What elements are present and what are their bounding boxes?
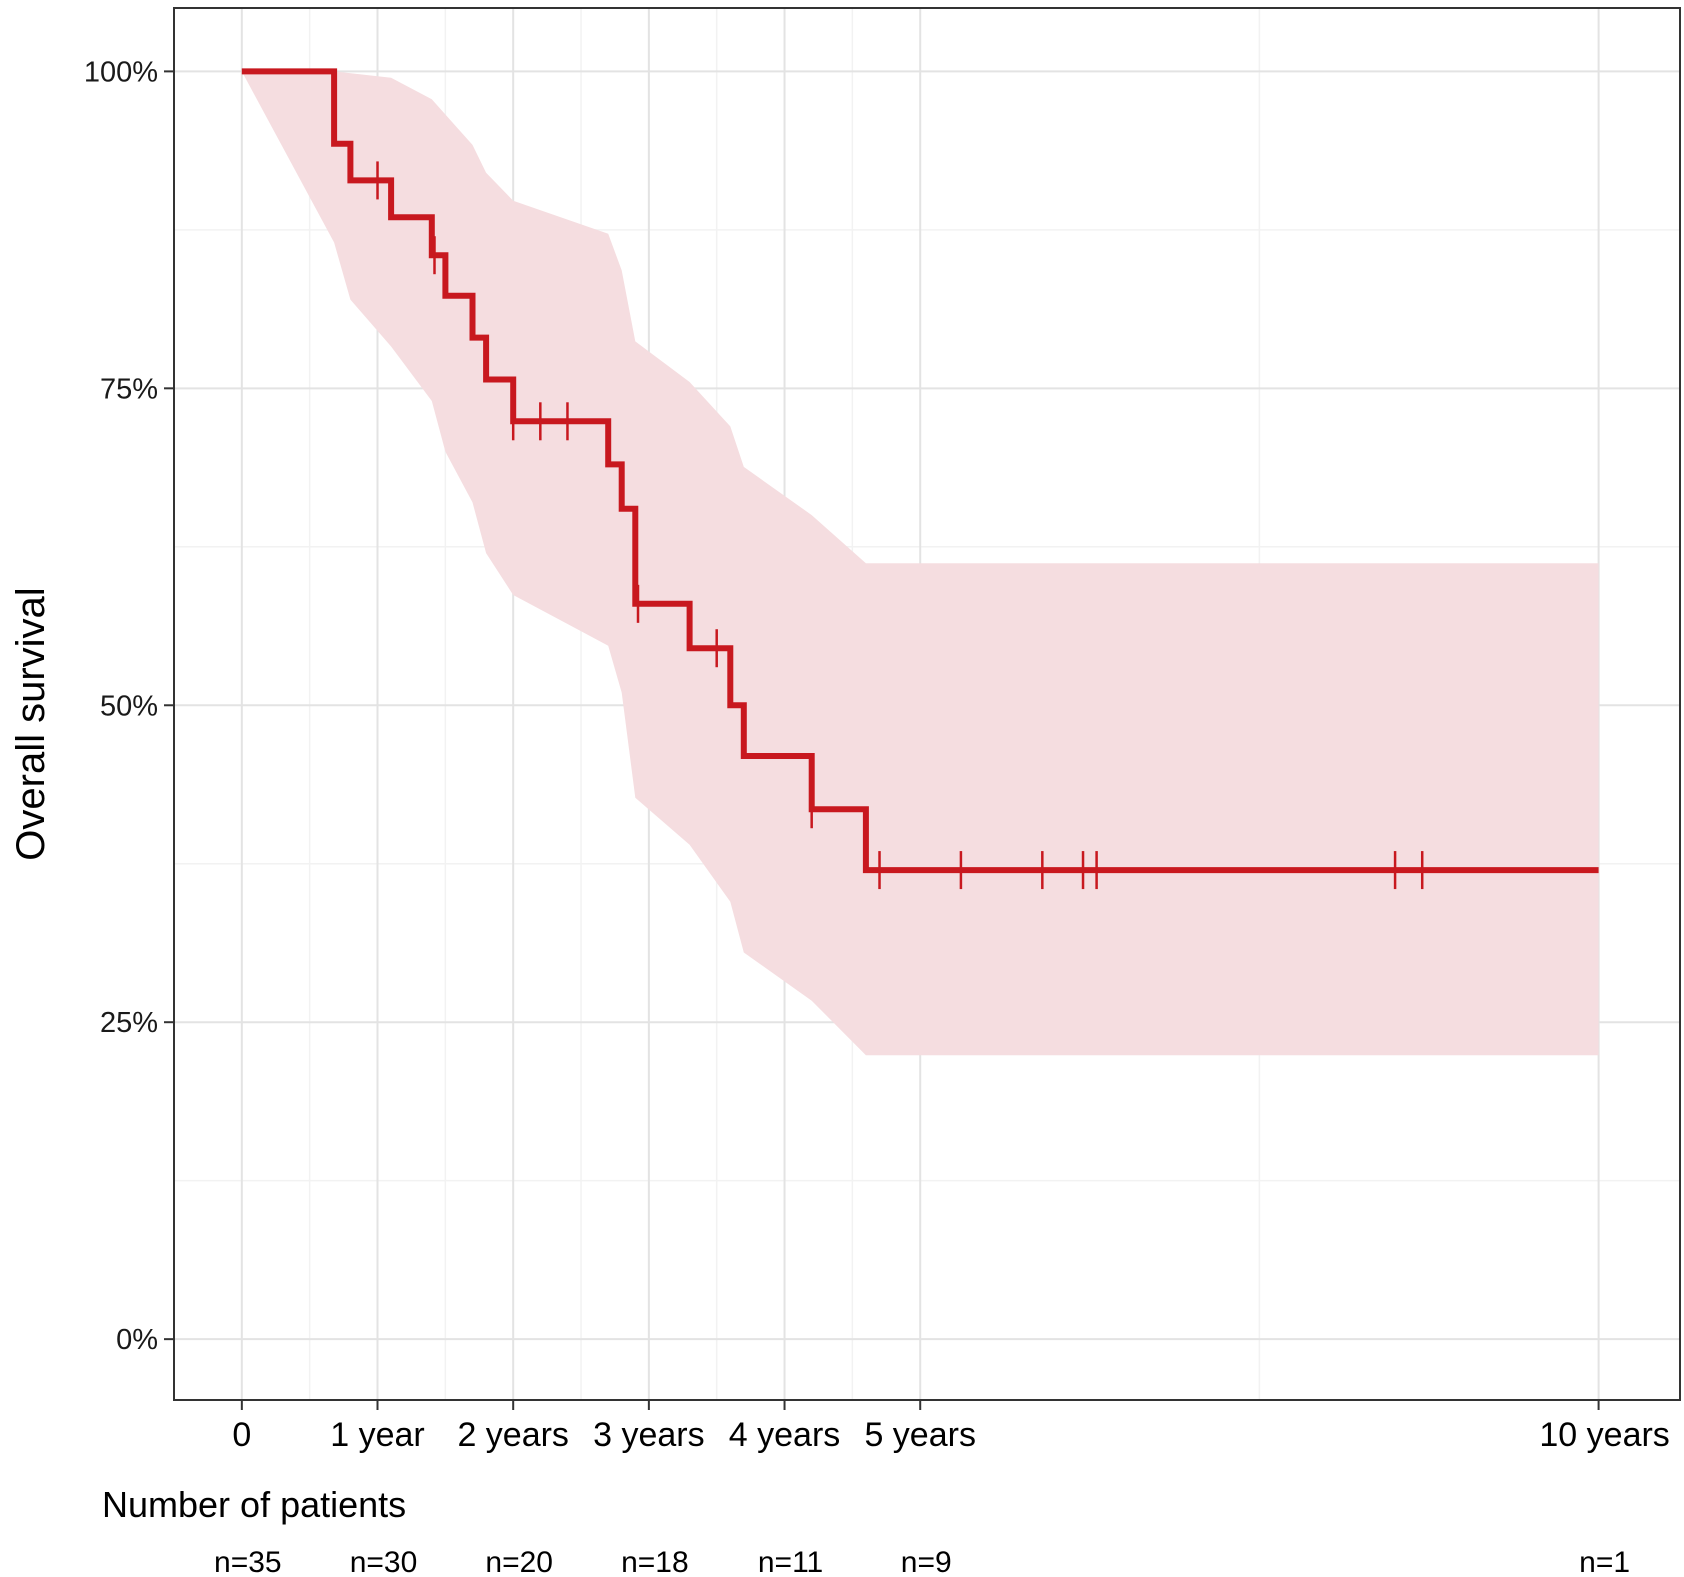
x-tick-label: 0	[232, 1416, 251, 1454]
y-tick-label: 75%	[100, 373, 158, 405]
y-tick-label: 100%	[84, 56, 158, 88]
risk-table-count: n=30	[350, 1546, 418, 1577]
risk-table-count: n=18	[621, 1546, 689, 1577]
x-tick-label: 5 years	[864, 1416, 976, 1454]
y-tick-label: 50%	[100, 690, 158, 722]
x-tick-label: 10 years	[1539, 1416, 1669, 1454]
x-tick-label: 2 years	[457, 1416, 569, 1454]
risk-table-count: n=35	[214, 1546, 282, 1577]
risk-table-count: n=9	[901, 1546, 952, 1577]
y-tick-label: 0%	[116, 1324, 158, 1356]
x-tick-label: 4 years	[729, 1416, 841, 1454]
risk-table-count: n=20	[485, 1546, 553, 1577]
y-axis-title: Overall survival	[9, 587, 53, 860]
y-tick-label: 25%	[100, 1007, 158, 1039]
x-tick-label: 3 years	[593, 1416, 705, 1454]
risk-table-count: n=1	[1579, 1546, 1630, 1577]
x-tick-label: 1 year	[330, 1416, 425, 1454]
risk-table-title: Number of patients	[102, 1484, 406, 1525]
risk-table-count: n=11	[758, 1546, 823, 1577]
